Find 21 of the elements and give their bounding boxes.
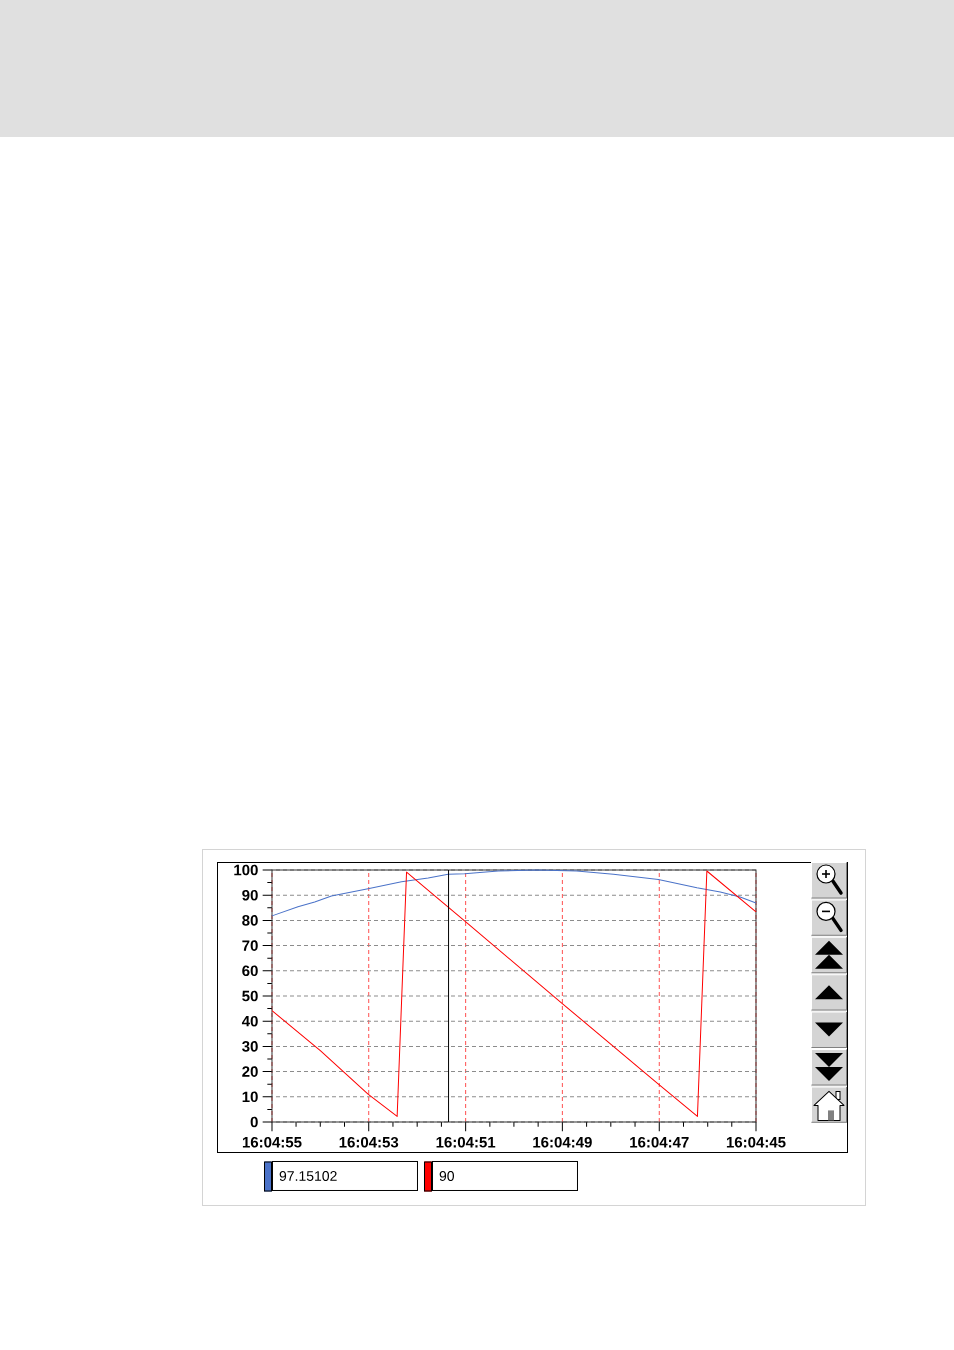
y-tick-label: 100	[234, 864, 258, 876]
legend-label: 90	[439, 1171, 455, 1181]
x-tick-label: 16:04:51	[436, 1136, 496, 1148]
y-tick-label: 70	[242, 940, 258, 951]
y-tick-label: 30	[242, 1041, 258, 1052]
legend-label: 97.15102	[279, 1171, 337, 1181]
line-series	[271, 870, 757, 1117]
y-tick-label: 10	[242, 1091, 258, 1103]
x-tick-label: 16:04:55	[242, 1136, 302, 1148]
y-tick-label: 40	[241, 1015, 258, 1027]
y-tick-label: 0	[250, 1116, 258, 1128]
x-tick-label: 16:04:45	[726, 1136, 786, 1148]
y-tick-label: 90	[242, 889, 258, 901]
line-series	[271, 869, 757, 917]
y-tick-label: 20	[242, 1066, 258, 1077]
x-tick-label: 16:04:53	[339, 1136, 399, 1148]
x-tick-label: 16:04:49	[533, 1136, 592, 1148]
y-tick-label: 80	[242, 915, 258, 926]
x-tick-label: 16:04:47	[630, 1136, 689, 1148]
y-tick-label: 50	[242, 990, 258, 1002]
y-tick-label: 60	[242, 965, 258, 977]
